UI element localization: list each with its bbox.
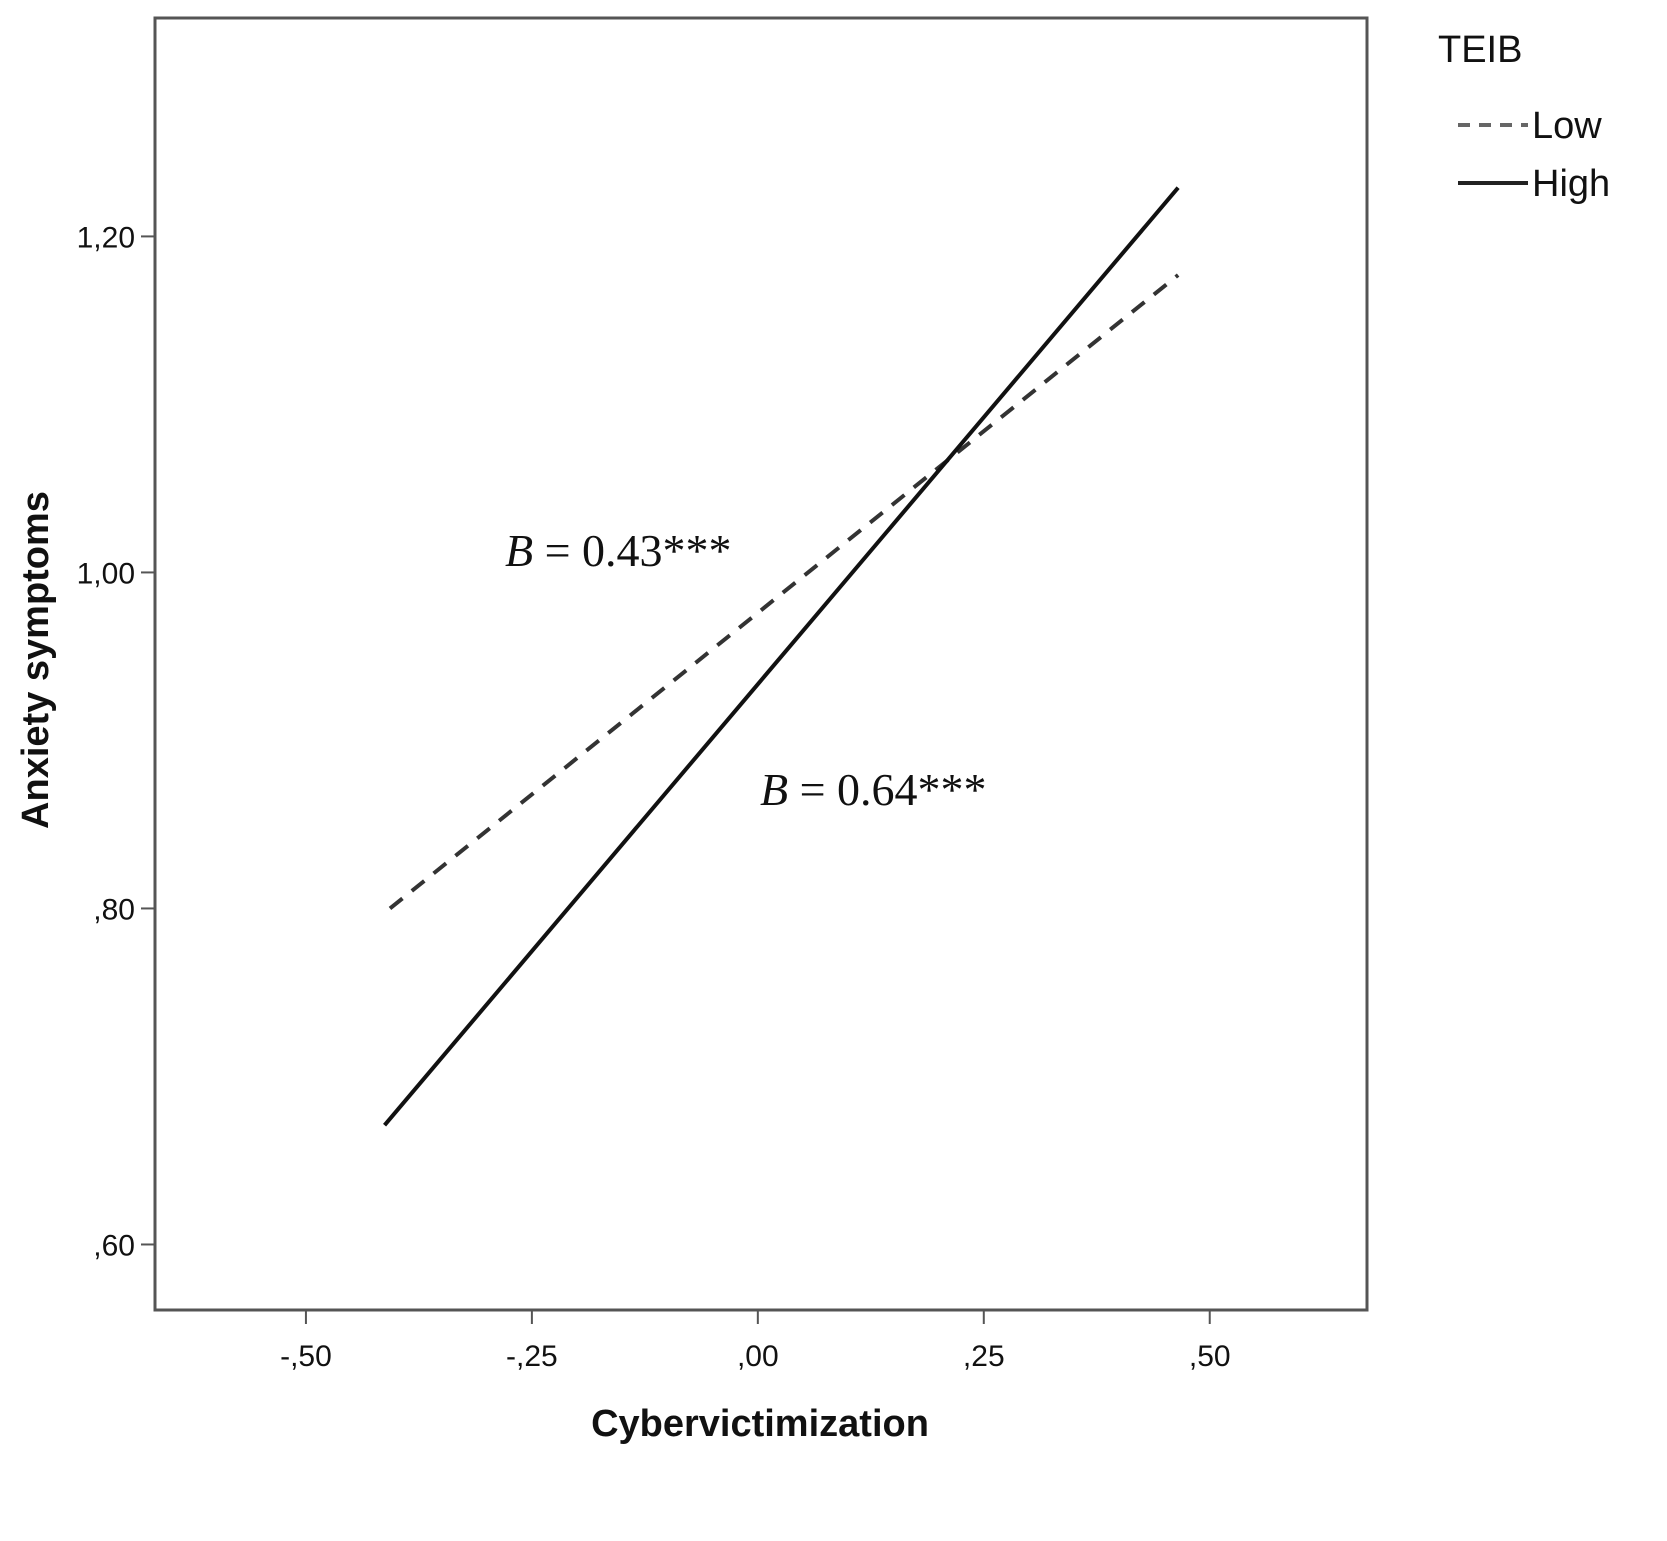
y-tick-label: 1,20 bbox=[77, 221, 135, 254]
annotation-high-slope: B = 0.64*** bbox=[760, 764, 987, 815]
x-axis-label: Cybervictimization bbox=[591, 1403, 929, 1445]
legend-label-high: High bbox=[1532, 163, 1610, 205]
x-tick-label: -,25 bbox=[506, 1340, 558, 1373]
annotation-low-slope: B = 0.43*** bbox=[505, 525, 732, 576]
legend: TEIB Low High bbox=[1438, 29, 1610, 205]
x-tick-label: ,00 bbox=[737, 1340, 779, 1373]
x-tick-label: ,50 bbox=[1189, 1340, 1231, 1373]
legend-title: TEIB bbox=[1438, 29, 1522, 71]
series-line-low bbox=[388, 273, 1180, 911]
plot-frame bbox=[153, 16, 1369, 1312]
y-tick-label: ,80 bbox=[93, 893, 135, 926]
x-tick-label: ,25 bbox=[963, 1340, 1005, 1373]
y-tick-label: 1,00 bbox=[77, 557, 135, 590]
x-tick-label: -,50 bbox=[280, 1340, 332, 1373]
legend-label-low: Low bbox=[1532, 105, 1602, 147]
y-axis-label: Anxiety symptoms bbox=[15, 491, 57, 829]
y-tick-label: ,60 bbox=[93, 1229, 135, 1262]
series-line-high bbox=[383, 186, 1180, 1127]
